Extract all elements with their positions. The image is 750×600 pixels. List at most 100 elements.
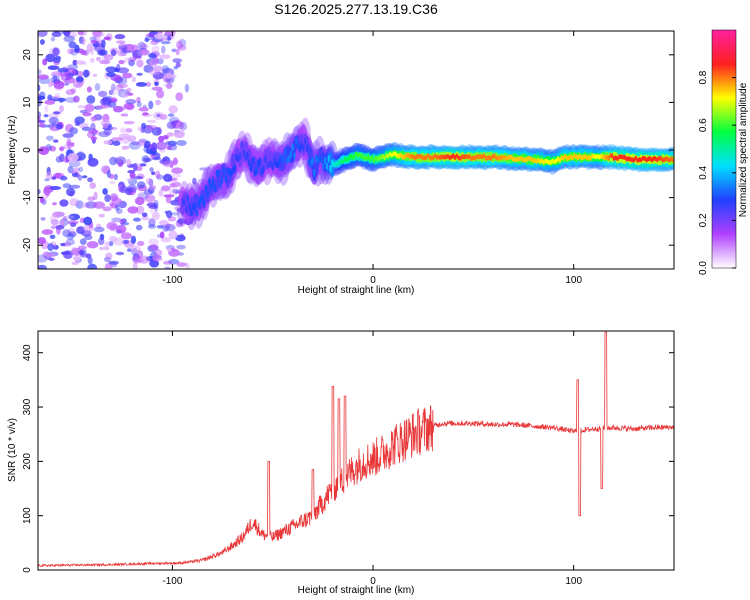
ridge-segment bbox=[509, 154, 513, 160]
ridge-segment bbox=[457, 155, 460, 161]
ridge-segment bbox=[190, 208, 193, 217]
noise-blob bbox=[136, 96, 141, 104]
ridge-segment bbox=[248, 159, 251, 168]
noise-blob bbox=[165, 210, 173, 219]
noise-blob bbox=[96, 56, 102, 62]
noise-blob bbox=[130, 235, 137, 244]
noise-blob bbox=[47, 81, 53, 88]
noise-blob bbox=[89, 57, 95, 64]
ridge-segment bbox=[616, 156, 619, 162]
noise-blob bbox=[45, 53, 56, 63]
ridge-segment bbox=[665, 156, 668, 162]
noise-blob bbox=[86, 86, 92, 93]
ridge-segment bbox=[253, 169, 256, 177]
noise-blob bbox=[147, 224, 157, 229]
snr-x-label: Height of straight line (km) bbox=[298, 585, 415, 596]
ridge-segment bbox=[435, 154, 439, 160]
noise-blob bbox=[93, 191, 98, 201]
spectrogram-noise-cloud bbox=[38, 31, 208, 269]
noise-blob bbox=[83, 69, 90, 78]
ridge-segment bbox=[513, 157, 516, 163]
ridge-segment bbox=[497, 155, 500, 161]
ridge-segment bbox=[397, 153, 401, 159]
ridge-segment bbox=[271, 163, 274, 172]
ridge-segment bbox=[502, 154, 506, 160]
noise-blob bbox=[141, 215, 150, 221]
noise-blob bbox=[149, 58, 158, 68]
ridge-segment bbox=[244, 153, 247, 162]
ridge-segment bbox=[332, 162, 336, 168]
noise-blob bbox=[169, 116, 180, 124]
noise-blob bbox=[49, 216, 55, 223]
noise-blob bbox=[60, 242, 66, 247]
noise-blob bbox=[133, 257, 145, 263]
noise-blob bbox=[162, 160, 175, 168]
ridge-segment bbox=[367, 154, 370, 160]
noise-blob bbox=[63, 215, 75, 220]
ridge-segment bbox=[363, 155, 366, 161]
noise-blob bbox=[47, 243, 54, 252]
ridge-segment bbox=[372, 158, 376, 164]
noise-blob bbox=[101, 39, 106, 48]
ridge-segment bbox=[567, 155, 571, 161]
noise-blob bbox=[80, 50, 87, 56]
ridge-segment bbox=[358, 152, 361, 158]
ridge-segment bbox=[571, 155, 574, 161]
noise-blob bbox=[151, 45, 160, 53]
noise-blob bbox=[118, 133, 131, 140]
noise-blob bbox=[143, 157, 152, 162]
ridge-segment bbox=[208, 177, 211, 186]
noise-blob bbox=[60, 73, 72, 82]
noise-blob bbox=[148, 218, 156, 227]
ridge-segment bbox=[242, 149, 245, 157]
ridge-segment bbox=[354, 151, 357, 157]
noise-blob bbox=[109, 193, 119, 202]
ridge-segment bbox=[425, 155, 428, 161]
noise-blob bbox=[103, 140, 113, 145]
ridge-segment bbox=[403, 154, 406, 160]
noise-blob bbox=[147, 59, 154, 67]
ridge-segment bbox=[302, 144, 305, 152]
noise-blob bbox=[148, 184, 156, 191]
ridge-segment bbox=[266, 162, 269, 170]
noise-blob bbox=[61, 158, 67, 162]
noise-blob bbox=[63, 79, 76, 84]
spectrogram-y-tick-label: -10 bbox=[22, 190, 33, 205]
ridge-segment bbox=[634, 155, 637, 161]
noise-blob bbox=[163, 260, 172, 265]
noise-blob bbox=[185, 262, 190, 269]
ridge-segment bbox=[522, 157, 525, 163]
noise-blob bbox=[156, 58, 164, 65]
noise-blob bbox=[52, 244, 59, 250]
noise-blob bbox=[166, 145, 172, 150]
ridge-segment bbox=[399, 152, 403, 158]
ridge-segment bbox=[298, 144, 301, 153]
noise-blob bbox=[98, 237, 105, 246]
ridge-segment bbox=[547, 160, 551, 165]
colorbar-tick-label: 0.2 bbox=[698, 213, 709, 227]
ridge-segment bbox=[537, 157, 540, 163]
noise-blob bbox=[55, 225, 65, 230]
noise-blob bbox=[152, 71, 164, 80]
noise-blob bbox=[92, 31, 102, 38]
noise-blob bbox=[126, 158, 132, 166]
ridge-segment bbox=[219, 181, 222, 190]
noise-blob bbox=[135, 205, 145, 215]
noise-blob bbox=[110, 83, 116, 92]
noise-blob bbox=[136, 101, 142, 108]
noise-blob bbox=[163, 173, 173, 182]
noise-blob bbox=[79, 250, 85, 255]
noise-blob bbox=[192, 177, 197, 185]
noise-blob bbox=[170, 212, 181, 216]
noise-blob bbox=[120, 113, 129, 117]
noise-blob bbox=[148, 53, 157, 59]
noise-blob bbox=[38, 264, 47, 269]
ridge-segment bbox=[419, 153, 422, 159]
ridge-segment bbox=[251, 156, 255, 165]
noise-blob bbox=[114, 67, 120, 73]
noise-blob bbox=[115, 204, 120, 211]
ridge-segment bbox=[352, 154, 356, 160]
ridge-segment bbox=[370, 155, 374, 161]
ridge-segment bbox=[569, 154, 572, 160]
ridge-segment bbox=[217, 169, 220, 177]
